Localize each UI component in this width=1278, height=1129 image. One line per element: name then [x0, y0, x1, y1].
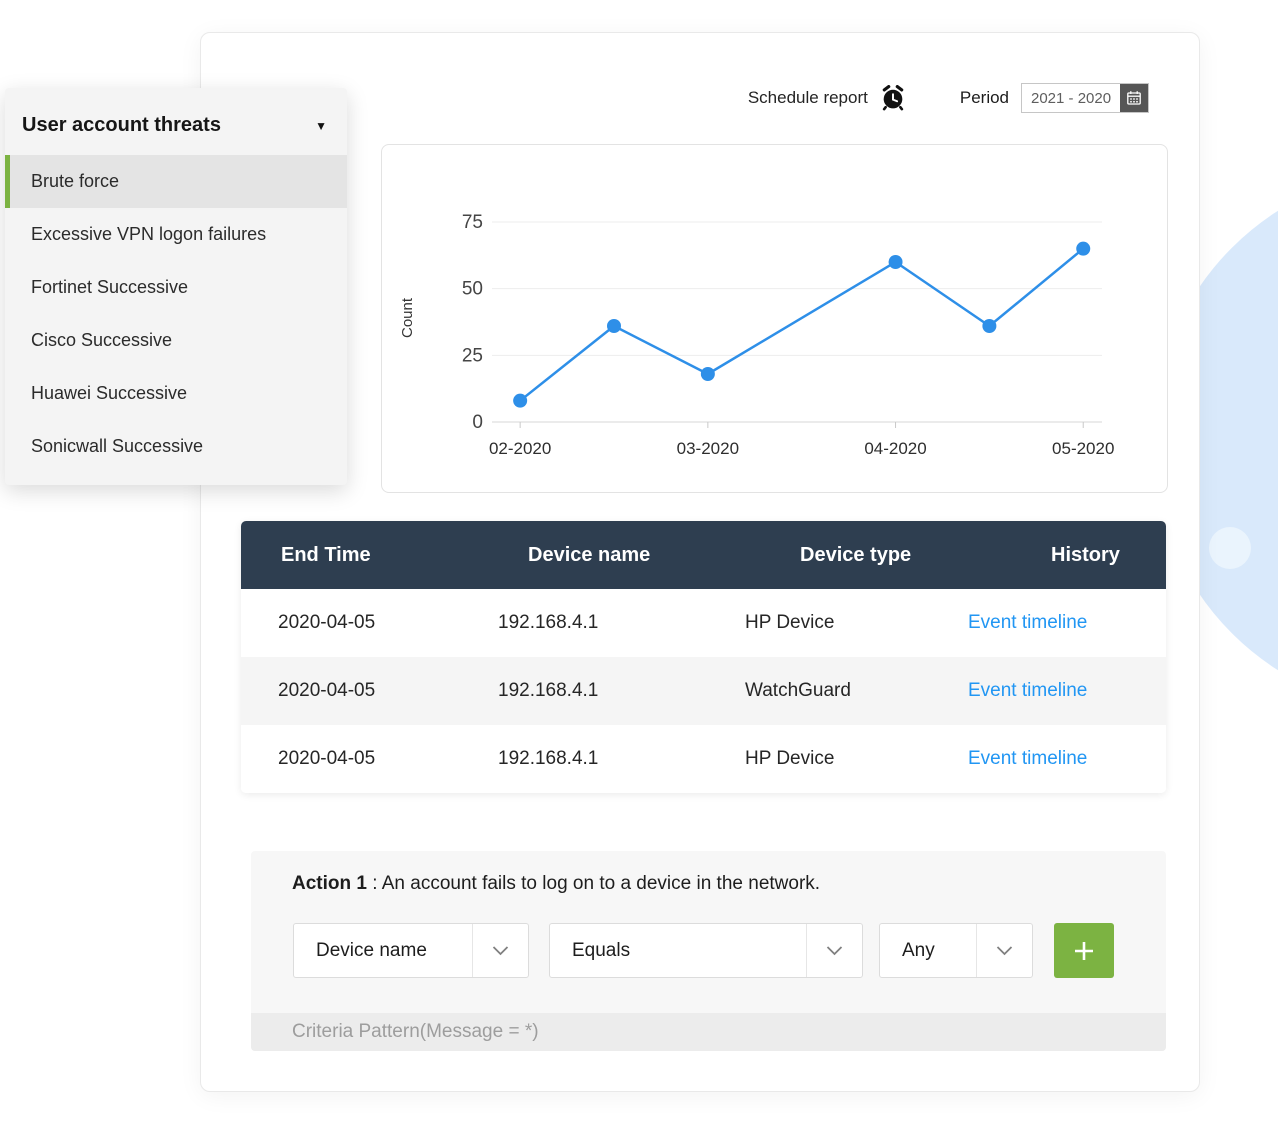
- svg-text:04-2020: 04-2020: [864, 439, 926, 458]
- action-title: Action 1 : An account fails to log on to…: [292, 873, 820, 895]
- device-name-cell: 192.168.4.1: [498, 612, 599, 633]
- chevron-down-icon: [976, 924, 1032, 977]
- caret-down-icon[interactable]: ▼: [315, 118, 327, 133]
- report-toolbar: Schedule report Period 2021 - 2020: [748, 82, 1149, 114]
- chevron-down-icon: [472, 924, 528, 977]
- threat-trend-chart: 0 25 50 75 02-2020 03-2020 04-2020 05-2020 Count: [381, 144, 1168, 493]
- sidebar-item-label: Brute force: [31, 171, 120, 191]
- field-select-value: Device name: [316, 939, 427, 961]
- end-time-cell: 2020-04-05: [278, 612, 376, 633]
- device-type-cell: HP Device: [745, 748, 835, 769]
- svg-text:05-2020: 05-2020: [1052, 439, 1114, 458]
- sidebar-item-huawei-successive[interactable]: Huawei Successive: [5, 367, 347, 420]
- svg-text:03-2020: 03-2020: [677, 439, 739, 458]
- period-range-input[interactable]: 2021 - 2020: [1021, 83, 1149, 113]
- device-type-cell: HP Device: [745, 612, 835, 633]
- calendar-button[interactable]: [1120, 84, 1148, 112]
- sidebar-item-cisco-successive[interactable]: Cisco Successive: [5, 314, 347, 367]
- field-select[interactable]: Device name: [293, 923, 529, 978]
- event-timeline-link[interactable]: Event timeline: [968, 680, 1088, 701]
- sidebar-item-excessive-vpn-logon-failures[interactable]: Excessive VPN logon failures: [5, 208, 347, 261]
- action-number: Action 1: [292, 873, 367, 894]
- table-row: 2020-04-05 192.168.4.1 HP Device Event t…: [241, 589, 1166, 657]
- criteria-builder-row: Device name Equals Any: [293, 923, 1114, 978]
- add-criteria-button[interactable]: [1054, 923, 1114, 978]
- value-select-value: Any: [902, 939, 935, 961]
- column-header-device-name: Device name: [528, 543, 651, 566]
- sidebar-item-fortinet-successive[interactable]: Fortinet Successive: [5, 261, 347, 314]
- chevron-down-icon: [806, 924, 862, 977]
- device-name-cell: 192.168.4.1: [498, 680, 599, 701]
- calendar-icon: [1127, 91, 1141, 105]
- device-name-cell: 192.168.4.1: [498, 748, 599, 769]
- line-chart: 0 25 50 75 02-2020 03-2020 04-2020 05-2020 Count: [399, 212, 1114, 458]
- plus-icon: [1075, 941, 1093, 960]
- column-header-device-type: Device type: [800, 543, 912, 566]
- end-time-cell: 2020-04-05: [278, 748, 376, 769]
- sidebar-title: User account threats: [22, 114, 221, 136]
- threats-table: End Time Device name Device type History…: [241, 521, 1166, 793]
- event-timeline-link[interactable]: Event timeline: [968, 748, 1088, 769]
- sidebar-header-dropdown[interactable]: User account threats ▼: [5, 88, 347, 155]
- svg-text:0: 0: [472, 412, 483, 433]
- report-card: Schedule report Period 2021 - 2020: [200, 32, 1200, 1092]
- period-label: Period: [959, 88, 1009, 107]
- svg-text:50: 50: [462, 279, 483, 300]
- operator-select[interactable]: Equals: [549, 923, 863, 978]
- sidebar-item-label: Huawei Successive: [31, 383, 188, 403]
- event-timeline-link[interactable]: Event timeline: [968, 612, 1088, 633]
- device-type-cell: WatchGuard: [745, 680, 851, 701]
- action-criteria-panel: Action 1 : An account fails to log on to…: [251, 851, 1166, 1051]
- sidebar-item-brute-force[interactable]: Brute force: [5, 155, 347, 208]
- table-row: 2020-04-05 192.168.4.1 HP Device Event t…: [241, 725, 1166, 793]
- table-header-row: End Time Device name Device type History: [241, 521, 1166, 589]
- column-header-end-time: End Time: [281, 543, 371, 566]
- svg-text:Count: Count: [399, 297, 416, 338]
- criteria-pattern-text: Criteria Pattern(Message = *): [292, 1021, 539, 1042]
- action-description: : An account fails to log on to a device…: [366, 873, 821, 894]
- column-header-history: History: [1051, 543, 1120, 566]
- background-dot: [1209, 527, 1251, 569]
- schedule-report-button[interactable]: Schedule report: [747, 88, 868, 107]
- svg-text:75: 75: [462, 212, 483, 233]
- sidebar-item-label: Excessive VPN logon failures: [31, 224, 267, 244]
- sidebar-item-label: Cisco Successive: [31, 330, 173, 350]
- threats-sidebar: User account threats ▼ Brute force Exces…: [5, 88, 347, 485]
- sidebar-item-label: Fortinet Successive: [31, 277, 189, 297]
- operator-select-value: Equals: [572, 939, 631, 961]
- svg-text:25: 25: [462, 345, 483, 366]
- value-select[interactable]: Any: [879, 923, 1033, 978]
- end-time-cell: 2020-04-05: [278, 680, 376, 701]
- alarm-clock-icon[interactable]: [880, 85, 906, 111]
- criteria-pattern-bar: Criteria Pattern(Message = *): [251, 1013, 1166, 1051]
- sidebar-item-label: Sonicwall Successive: [31, 436, 204, 456]
- period-value: 2021 - 2020: [1031, 89, 1112, 107]
- table-row: 2020-04-05 192.168.4.1 WatchGuard Event …: [241, 657, 1166, 725]
- svg-text:02-2020: 02-2020: [489, 439, 551, 458]
- sidebar-item-sonicwall-successive[interactable]: Sonicwall Successive: [5, 420, 347, 473]
